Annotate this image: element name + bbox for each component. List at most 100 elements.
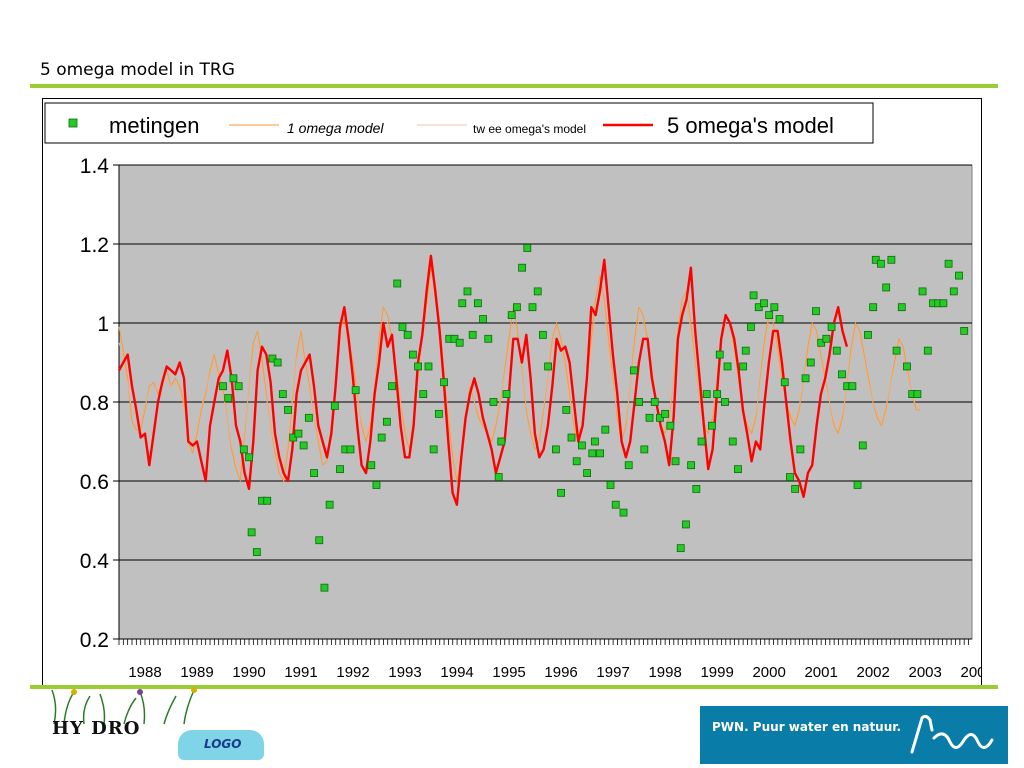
data-point — [239, 445, 248, 454]
data-point — [630, 366, 638, 375]
data-point — [944, 259, 953, 268]
data-point — [494, 473, 503, 481]
data-point — [871, 255, 880, 264]
data-point — [858, 441, 867, 450]
series-line — [117, 254, 849, 506]
legend: metingen 1 omega model tw ee omega's model… — [44, 102, 874, 144]
x-tick-label: 2004 — [961, 664, 981, 681]
data-point — [687, 461, 696, 470]
series-layer — [117, 244, 969, 592]
data-point — [728, 437, 737, 446]
y-tick-label: 0.2 — [80, 629, 109, 652]
data-point — [801, 374, 810, 383]
y-tick-label: 0.4 — [80, 550, 110, 573]
data-point — [578, 441, 586, 450]
data-point — [624, 461, 633, 470]
data-point — [775, 315, 784, 323]
data-point — [661, 409, 670, 418]
data-point — [278, 390, 287, 399]
data-point — [398, 323, 407, 331]
legend-label: metingen — [109, 113, 200, 138]
top-divider — [30, 84, 998, 88]
data-point — [877, 259, 885, 268]
x-tick-label: 1993 — [388, 664, 421, 681]
data-point — [640, 445, 649, 454]
data-point — [252, 548, 261, 557]
data-point — [538, 330, 547, 339]
data-point — [336, 465, 344, 474]
data-point — [263, 496, 272, 505]
logo-badge — [178, 730, 264, 760]
data-point — [918, 287, 927, 296]
data-point — [507, 311, 516, 320]
x-tick-label: 2003 — [909, 664, 942, 681]
x-tick-label: 1995 — [492, 664, 525, 681]
legend-marker — [68, 118, 78, 128]
data-point — [838, 370, 846, 379]
legend-label: 5 omega's model — [667, 113, 834, 138]
data-point — [897, 303, 906, 312]
legend-label: 1 omega model — [287, 120, 384, 136]
data-point — [528, 303, 537, 312]
data-point — [848, 382, 857, 391]
data-point — [682, 520, 690, 529]
data-point — [676, 544, 685, 553]
x-tick-label: 2000 — [752, 664, 785, 681]
x-axis: 1988 1989 1990 1991 1992 1993 1994 1995 1996 1997… — [118, 638, 981, 681]
data-point — [458, 299, 467, 308]
data-point — [377, 433, 386, 442]
data-point — [882, 283, 891, 292]
data-point — [304, 413, 313, 422]
data-point — [708, 421, 716, 430]
data-point — [949, 287, 958, 296]
data-point — [749, 291, 758, 300]
data-point — [960, 326, 969, 335]
bottom-divider — [30, 685, 998, 689]
data-point — [346, 445, 355, 454]
y-tick-label: 0.6 — [80, 471, 109, 494]
data-point — [484, 334, 493, 343]
data-point — [583, 469, 592, 478]
data-point — [606, 481, 615, 489]
data-point — [489, 398, 498, 406]
data-point — [567, 433, 576, 442]
data-point — [315, 536, 324, 545]
data-point — [219, 382, 227, 391]
x-tick-label: 2001 — [804, 664, 837, 681]
data-point — [671, 457, 680, 466]
x-tick-label: 1997 — [596, 664, 629, 681]
data-point — [923, 346, 932, 355]
data-point — [268, 354, 277, 363]
logo-label: LOGO — [204, 737, 242, 751]
data-point — [440, 378, 448, 387]
data-point — [533, 287, 542, 296]
data-point — [611, 500, 620, 509]
data-point — [245, 453, 253, 462]
y-axis: 0.2 0.4 0.6 0.8 1 1.2 1.4 — [80, 155, 120, 652]
data-point — [450, 334, 459, 343]
x-tick-label: 2002 — [856, 664, 889, 681]
data-point — [760, 299, 768, 308]
data-point — [754, 303, 763, 312]
data-point — [388, 382, 396, 391]
data-point — [770, 303, 779, 312]
y-tick-label: 1 — [97, 313, 109, 336]
data-point — [715, 350, 724, 359]
data-point — [408, 350, 417, 359]
data-point — [434, 409, 443, 418]
data-point — [382, 417, 391, 426]
data-point — [330, 402, 339, 410]
data-point — [284, 405, 292, 414]
data-point — [557, 488, 566, 497]
data-point — [463, 287, 472, 296]
x-tick-label: 1999 — [700, 664, 733, 681]
data-point — [635, 398, 644, 406]
pwn-banner: PWN. Puur water en natuur. — [700, 706, 1008, 764]
data-point — [913, 390, 922, 399]
data-point — [588, 449, 597, 458]
pwn-mark-icon — [910, 714, 994, 754]
data-point — [741, 346, 750, 355]
data-point — [939, 299, 948, 308]
data-point — [892, 346, 901, 355]
data-point — [739, 362, 748, 371]
